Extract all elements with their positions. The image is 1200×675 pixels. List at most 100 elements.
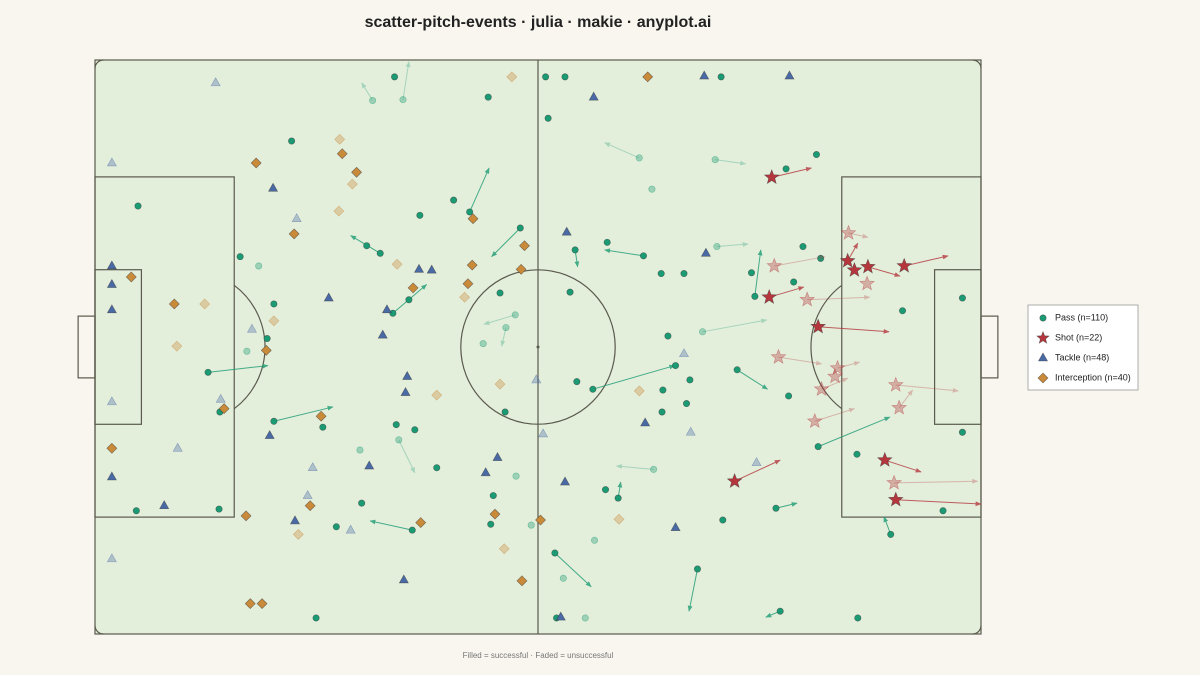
event-point bbox=[859, 258, 876, 274]
event-point bbox=[450, 196, 458, 204]
event-point bbox=[711, 156, 719, 164]
event-point bbox=[346, 178, 358, 190]
event-point bbox=[363, 242, 371, 250]
event-arrow bbox=[715, 159, 747, 166]
event-point bbox=[240, 510, 252, 522]
event-arrow bbox=[894, 478, 979, 484]
event-point bbox=[551, 549, 559, 557]
event-point bbox=[840, 224, 857, 240]
event-point bbox=[395, 436, 403, 444]
legend-symbol bbox=[1037, 372, 1049, 384]
event-point bbox=[459, 291, 471, 303]
event-point bbox=[650, 465, 658, 473]
event-point bbox=[364, 460, 375, 470]
event-arrow bbox=[837, 361, 861, 369]
event-point bbox=[814, 443, 822, 451]
event-point bbox=[323, 292, 334, 302]
event-point bbox=[683, 400, 691, 408]
goal bbox=[77, 315, 96, 379]
event-point bbox=[402, 370, 413, 380]
event-point bbox=[255, 262, 263, 270]
event-point bbox=[288, 228, 300, 240]
event-point bbox=[589, 385, 597, 393]
legend-label: Shot (n=22) bbox=[1055, 332, 1102, 342]
event-arrow bbox=[818, 326, 890, 334]
event-point bbox=[785, 392, 793, 400]
event-arrow bbox=[884, 459, 922, 473]
event-point bbox=[799, 291, 816, 307]
event-point bbox=[487, 520, 495, 528]
event-point bbox=[506, 71, 518, 83]
plot-area bbox=[106, 61, 982, 622]
event-point bbox=[405, 296, 413, 304]
event-point bbox=[204, 368, 212, 376]
event-point bbox=[559, 476, 571, 486]
event-point bbox=[268, 315, 280, 327]
event-point bbox=[270, 300, 278, 308]
event-point bbox=[658, 408, 666, 416]
event-point bbox=[215, 393, 226, 403]
event-point bbox=[244, 598, 256, 610]
event-point bbox=[315, 410, 327, 422]
event-arrow bbox=[817, 416, 891, 448]
corner-arc bbox=[972, 59, 982, 69]
event-point bbox=[492, 451, 503, 461]
event-point bbox=[659, 386, 667, 394]
event-arrow bbox=[778, 356, 823, 366]
event-point bbox=[555, 611, 566, 621]
event-point bbox=[806, 412, 823, 429]
event-point bbox=[134, 202, 142, 210]
event-point bbox=[236, 253, 244, 261]
event-point bbox=[106, 396, 117, 406]
event-point bbox=[859, 275, 876, 291]
event-point bbox=[603, 238, 611, 246]
event-arrow bbox=[734, 459, 781, 482]
event-point bbox=[381, 304, 392, 314]
event-point bbox=[307, 462, 318, 472]
event-arrow bbox=[491, 227, 521, 258]
corner-arc bbox=[94, 625, 104, 635]
event-point bbox=[345, 524, 356, 534]
event-point bbox=[887, 376, 904, 392]
event-point bbox=[377, 329, 388, 339]
event-point bbox=[106, 442, 118, 454]
event-point bbox=[399, 96, 407, 104]
event-point bbox=[680, 270, 688, 278]
event-point bbox=[489, 492, 497, 500]
event-point bbox=[243, 347, 251, 355]
event-arrow bbox=[754, 249, 763, 297]
event-point bbox=[260, 344, 272, 356]
event-point bbox=[106, 157, 117, 167]
event-point bbox=[263, 335, 271, 343]
event-point bbox=[215, 505, 223, 513]
event-arrow bbox=[736, 369, 769, 390]
event-point bbox=[480, 467, 491, 477]
event-point bbox=[670, 522, 681, 531]
event-point bbox=[573, 378, 581, 386]
event-arrow bbox=[867, 266, 901, 277]
event-point bbox=[538, 428, 549, 438]
event-point bbox=[333, 205, 345, 217]
event-point bbox=[433, 464, 441, 472]
event-point bbox=[535, 514, 546, 526]
event-point bbox=[747, 269, 755, 277]
event-point bbox=[171, 340, 183, 352]
event-point bbox=[854, 614, 862, 622]
event-point bbox=[304, 500, 316, 512]
event-point bbox=[733, 366, 741, 374]
event-point bbox=[561, 226, 572, 236]
event-point bbox=[494, 378, 506, 390]
event-point bbox=[887, 530, 895, 538]
event-point bbox=[544, 114, 552, 122]
event-arrow bbox=[398, 439, 416, 474]
event-point bbox=[358, 499, 366, 507]
event-point bbox=[334, 133, 346, 145]
chart-note: Filled = successful · Faded = unsuccessf… bbox=[463, 651, 614, 660]
event-point bbox=[351, 166, 363, 178]
event-point bbox=[685, 426, 696, 436]
legend-symbol bbox=[1039, 314, 1047, 322]
event-point bbox=[799, 243, 807, 251]
event-point bbox=[218, 403, 230, 415]
event-point bbox=[302, 489, 313, 499]
event-point bbox=[502, 324, 510, 332]
